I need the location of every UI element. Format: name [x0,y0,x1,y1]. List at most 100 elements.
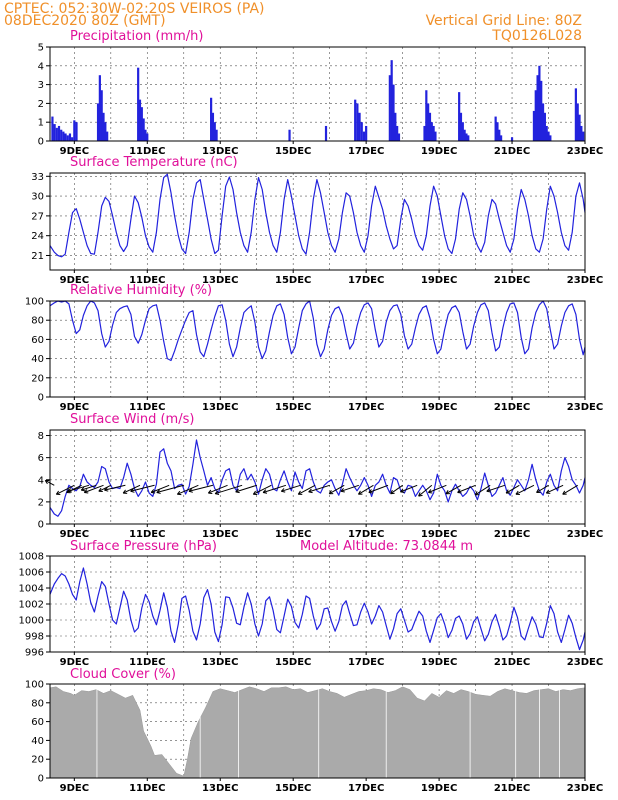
header-model-code: TQ0126L028 [491,28,582,44]
precip-bar [104,122,107,141]
date-label: 19DEC [421,529,457,540]
date-label: 15DEC [275,146,311,157]
panel-title: Relative Humidity (%) [70,283,212,298]
y-tick-label: 6 [38,453,44,464]
y-tick-label: 2 [38,497,44,508]
precip-bar [549,135,552,141]
wind-arrow-head [235,488,240,494]
wind-arrow-head [297,490,303,495]
wind-arrow [262,484,287,493]
precip-bar [498,129,501,141]
date-label: 17DEC [348,275,384,286]
date-label: 21DEC [494,146,530,157]
wind-arrow [368,484,389,493]
y-tick-label: 1002 [19,600,44,611]
precip-bar [137,67,140,141]
wind-arrow [457,484,476,493]
panel-frame [49,172,586,271]
date-label: 11DEC [129,402,165,413]
precip-bar [106,131,109,141]
date-label: 23DEC [567,402,603,413]
precip-bar [461,122,464,141]
wind-arrow [98,484,112,492]
precip-bar [543,112,546,141]
date-label: 17DEC [348,783,384,794]
date-label: 13DEC [202,529,238,540]
wind-arrow [214,484,243,495]
wind-arrow [546,484,564,494]
date-label: 21DEC [494,657,530,668]
wind-arrow [390,484,403,495]
precip-bar [576,103,579,141]
y-tick-label: 8 [38,431,44,442]
date-label: 11DEC [129,529,165,540]
precip-bar [540,80,543,141]
y-tick-label: 24 [31,231,44,242]
precip-bar [532,110,536,141]
panel-6: 0 20 40 60 80 100 9DEC 11DEC 13DEC 15DEC 17DEC 19DE… [25,667,603,794]
y-tick-label: 1004 [19,584,44,595]
precip-bar [51,116,54,141]
y-tick-label: 996 [25,648,44,659]
wind-arrow [486,484,505,492]
precip-bar [428,112,432,141]
precip-bar [390,60,393,141]
precip-bar [574,88,577,141]
panel-frame [49,683,586,779]
y-tick-label: 1 [38,118,44,129]
panel-2: 21 24 27 30 33 9DEC 11DEC 13DEC 15DEC 17DEC 19DEC 2… [31,155,603,286]
precip-bar [459,112,463,141]
wind-arrow-head [328,490,334,495]
precip-bar [211,112,215,141]
y-tick-label: 30 [31,192,44,203]
precip-bar [582,131,585,141]
y-tick-label: 5 [38,43,44,54]
date-label: 13DEC [202,146,238,157]
precip-bar [463,129,466,141]
date-label: 23DEC [567,146,603,157]
precip-bar [68,133,72,141]
y-tick-label: 40 [31,736,44,747]
precip-bar [102,112,105,141]
wind-arrow-head [104,487,109,492]
wind-arrow [81,484,97,491]
y-tick-label: 998 [25,632,44,643]
precip-bar [288,129,291,141]
precip-bar [138,99,142,141]
wind-arrow [208,484,228,494]
date-label: 19DEC [421,146,457,157]
wind-arrow [122,484,141,494]
precip-bar [354,99,357,141]
wind-arrow [130,484,155,492]
y-tick-label: 100 [25,297,44,308]
date-label: 9DEC [60,402,89,413]
y-tick-label: 20 [31,755,44,766]
date-label: 9DEC [60,275,89,286]
precip-bar [500,135,503,141]
precip-bar [434,131,437,141]
wind-arrow [298,484,316,495]
wind-arrow-head [122,489,128,494]
precip-bar [423,125,426,141]
date-label: 13DEC [202,275,238,286]
precip-bar [62,131,65,141]
precip-bar [142,118,145,141]
date-label: 15DEC [275,529,311,540]
wind-arrow-head [545,489,551,494]
precip-bar [365,125,368,141]
precip-bar [547,131,550,141]
wind-arrow [150,484,170,493]
wind-arrow-head [536,488,541,493]
precip-bar [425,90,428,141]
wind-arrow-head [44,479,50,485]
precip-bar [396,125,399,141]
date-label: 23DEC [567,783,603,794]
panel-5: 996 998 1000 1002 1004 1006 1008 9DEC 11DEC 13DEC… [19,539,604,668]
wind-arrow-head [418,492,423,497]
wind-arrow-head [252,490,258,495]
wind-arrow [104,484,126,491]
date-label: 17DEC [348,529,384,540]
wind-arrow-head [486,488,491,493]
wind-arrow [235,484,257,493]
date-label: 15DEC [275,783,311,794]
